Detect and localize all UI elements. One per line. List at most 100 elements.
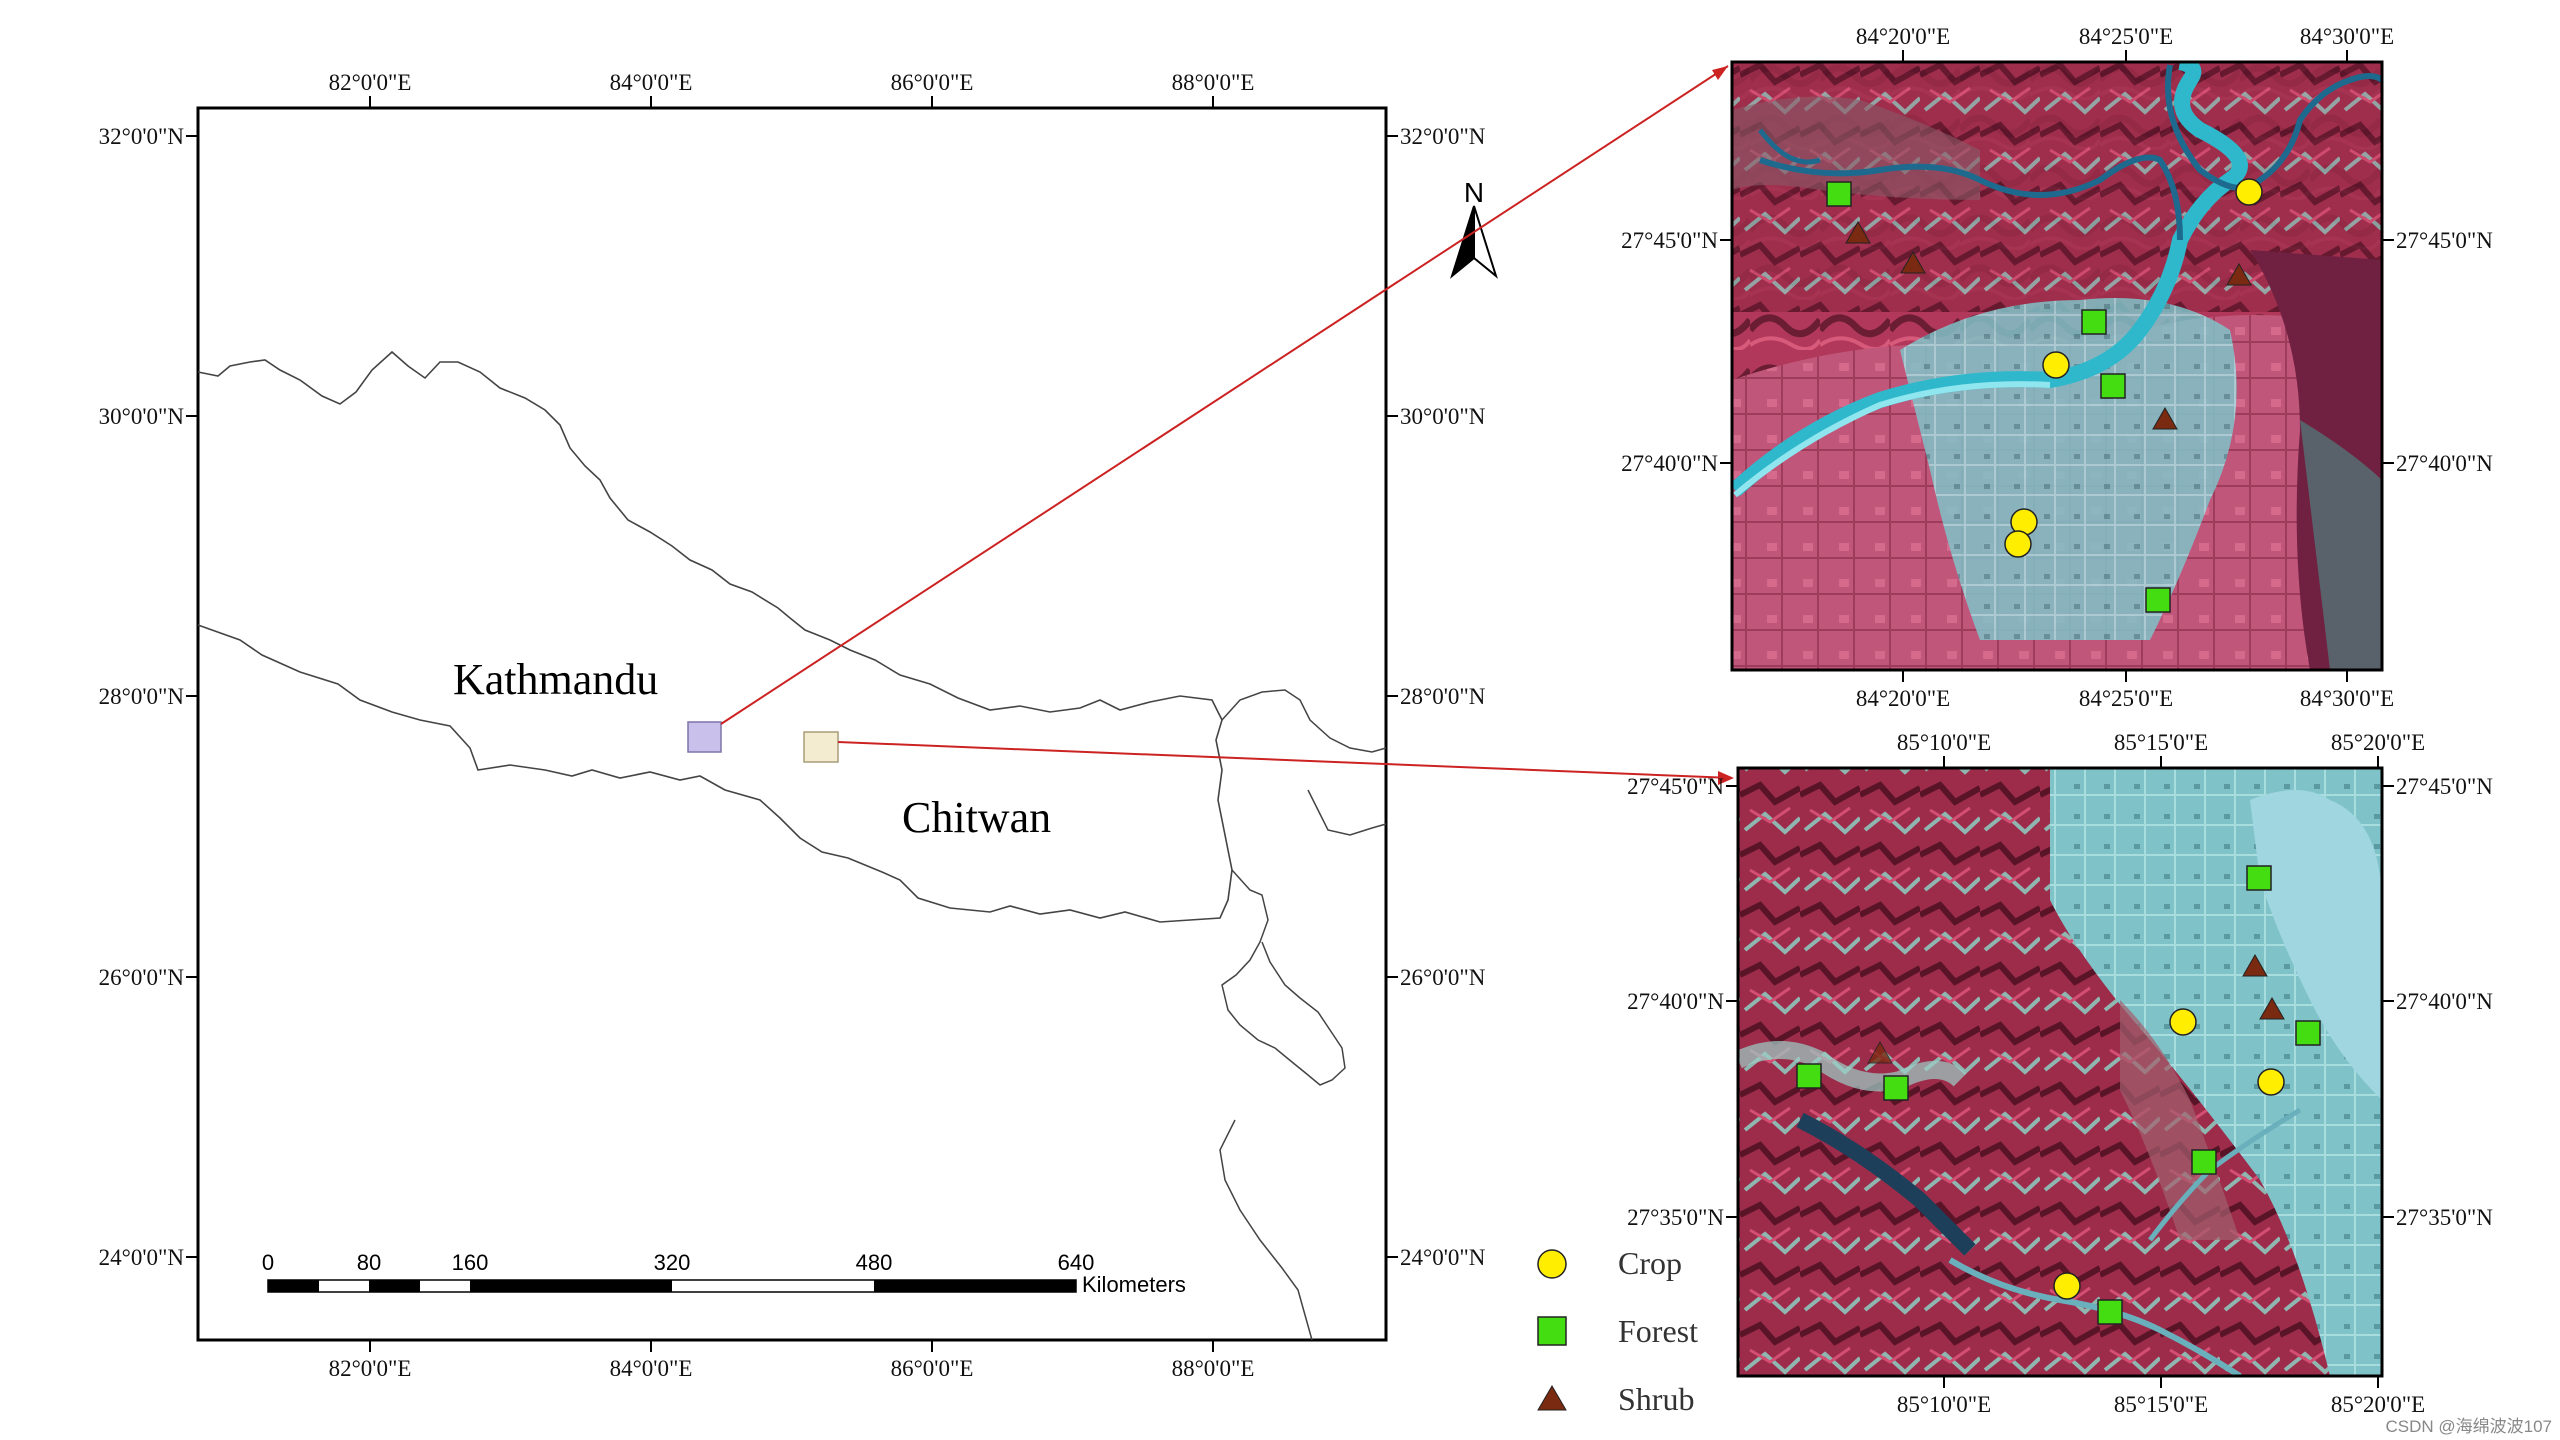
tick-label: 85°10'0"E xyxy=(1897,1392,1991,1417)
tick-label: 28°0'0"N xyxy=(1400,684,1486,709)
tick-label: 85°15'0"E xyxy=(2114,730,2208,755)
shrub-sample xyxy=(2226,262,2252,286)
crop-sample xyxy=(2169,1008,2197,1036)
tick-label: 88°0'0"E xyxy=(1172,1356,1255,1381)
tick-label: 82°0'0"E xyxy=(329,1356,412,1381)
tick-label: 30°0'0"N xyxy=(1400,404,1486,429)
scale-label-80: 80 xyxy=(357,1250,381,1275)
scale-bar: 0 80 160 320 480 640 Kilometers xyxy=(262,1250,1186,1297)
tick-label: 27°45'0"N xyxy=(2396,228,2493,253)
shrub-sample xyxy=(2259,996,2285,1020)
tick-label: 85°20'0"E xyxy=(2331,1392,2425,1417)
north-label: N xyxy=(1464,177,1484,208)
scale-label-480: 480 xyxy=(856,1250,893,1275)
inset-top-samples xyxy=(1826,178,2263,613)
shrub-sample xyxy=(2242,953,2268,977)
tick-label: 27°35'0"N xyxy=(2396,1205,2493,1230)
tick-label: 84°30'0"E xyxy=(2300,686,2394,711)
inset-bottom-samples xyxy=(1796,865,2321,1325)
connector-kathmandu xyxy=(720,65,1729,725)
forest-sample xyxy=(2145,587,2171,613)
shrub-sample xyxy=(1845,220,1871,244)
tick-label: 27°45'0"N xyxy=(2396,774,2493,799)
neighbour-border-3 xyxy=(1307,789,1387,836)
chitwan-label: Chitwan xyxy=(902,793,1051,842)
kathmandu-study-area[interactable] xyxy=(687,721,722,753)
kathmandu-label: Kathmandu xyxy=(453,655,658,704)
inset-top-frame xyxy=(1730,60,2384,672)
tick-label: 32°0'0"N xyxy=(1400,124,1486,149)
inset-bottom-ticks: 85°10'0"E 85°10'0"E 85°15'0"E 85°15'0"E 85°2… xyxy=(1627,730,2493,1417)
legend-shrub-label: Shrub xyxy=(1618,1381,1694,1417)
connectors xyxy=(720,65,1734,785)
legend: Crop Forest Shrub xyxy=(1537,1245,1698,1417)
scale-label-0: 0 xyxy=(262,1250,274,1275)
tick-label: 27°40'0"N xyxy=(2396,989,2493,1014)
tick-label: 86°0'0"E xyxy=(891,70,974,95)
scale-unit: Kilometers xyxy=(1082,1272,1186,1297)
inset-bottom: 85°10'0"E 85°10'0"E 85°15'0"E 85°15'0"E 85°2… xyxy=(1627,730,2493,1417)
neighbour-border-2 xyxy=(1221,689,1387,753)
tick-label: 82°0'0"E xyxy=(329,70,412,95)
scale-label-640: 640 xyxy=(1058,1250,1095,1275)
tick-label: 26°0'0"N xyxy=(99,965,185,990)
neighbour-border-4 xyxy=(1219,1119,1313,1341)
tick-label: 27°40'0"N xyxy=(2396,451,2493,476)
connector-chitwan xyxy=(837,741,1733,779)
tick-label: 88°0'0"E xyxy=(1172,70,1255,95)
scale-label-320: 320 xyxy=(654,1250,691,1275)
main-map-frame xyxy=(196,106,1388,1342)
tick-label: 84°20'0"E xyxy=(1856,686,1950,711)
tick-label: 27°45'0"N xyxy=(1627,774,1724,799)
tick-label: 85°10'0"E xyxy=(1897,730,1991,755)
tick-label: 27°45'0"N xyxy=(1621,228,1718,253)
nepal-border xyxy=(197,350,1233,923)
forest-sample xyxy=(2295,1020,2321,1046)
forest-sample xyxy=(1796,1063,1822,1089)
tick-label: 84°20'0"E xyxy=(1856,24,1950,49)
inset-top: 84°20'0"E 84°20'0"E 84°25'0"E 84°25'0"E 84°3… xyxy=(1621,24,2493,711)
crop-sample xyxy=(2257,1068,2285,1096)
chitwan-study-area[interactable] xyxy=(803,731,839,763)
shrub-sample xyxy=(2152,406,2178,430)
north-arrow: N xyxy=(1450,177,1498,279)
forest-sample xyxy=(1826,181,1852,207)
crop-sample xyxy=(2004,530,2032,558)
legend-crop-label: Crop xyxy=(1618,1245,1682,1281)
tick-label: 27°35'0"N xyxy=(1627,1205,1724,1230)
tick-label: 27°40'0"N xyxy=(1621,451,1718,476)
crop-sample xyxy=(2042,351,2070,379)
forest-sample xyxy=(2097,1299,2123,1325)
tick-label: 84°25'0"E xyxy=(2079,686,2173,711)
shrub-sample xyxy=(1900,250,1926,274)
tick-label: 32°0'0"N xyxy=(99,124,185,149)
legend-forest-label: Forest xyxy=(1618,1313,1698,1349)
tick-label: 85°15'0"E xyxy=(2114,1392,2208,1417)
neighbour-border xyxy=(1221,869,1346,1086)
shrub-sample xyxy=(1867,1040,1893,1064)
tick-label: 85°20'0"E xyxy=(2331,730,2425,755)
tick-label: 84°0'0"E xyxy=(610,1356,693,1381)
tick-label: 86°0'0"E xyxy=(891,1356,974,1381)
tick-label: 30°0'0"N xyxy=(99,404,185,429)
crop-sample xyxy=(2053,1272,2081,1300)
image-credit: CSDN @海绵波波107 xyxy=(2385,1417,2552,1436)
inset-top-ticks: 84°20'0"E 84°20'0"E 84°25'0"E 84°25'0"E 84°3… xyxy=(1621,24,2493,711)
forest-sample xyxy=(2246,865,2272,891)
legend-shrub-symbol xyxy=(1537,1385,1567,1411)
scale-label-160: 160 xyxy=(452,1250,489,1275)
tick-label: 84°0'0"E xyxy=(610,70,693,95)
legend-crop-symbol xyxy=(1537,1249,1567,1279)
inset-bottom-frame xyxy=(1736,766,2384,1378)
crop-sample xyxy=(2235,178,2263,206)
tick-label: 27°40'0"N xyxy=(1627,989,1724,1014)
tick-label: 84°25'0"E xyxy=(2079,24,2173,49)
forest-sample xyxy=(2081,309,2107,335)
tick-label: 24°0'0"N xyxy=(99,1245,185,1270)
tick-label: 26°0'0"N xyxy=(1400,965,1486,990)
forest-sample xyxy=(1883,1075,1909,1101)
forest-sample xyxy=(2100,373,2126,399)
legend-forest-symbol xyxy=(1537,1316,1567,1346)
forest-sample xyxy=(2191,1149,2217,1175)
